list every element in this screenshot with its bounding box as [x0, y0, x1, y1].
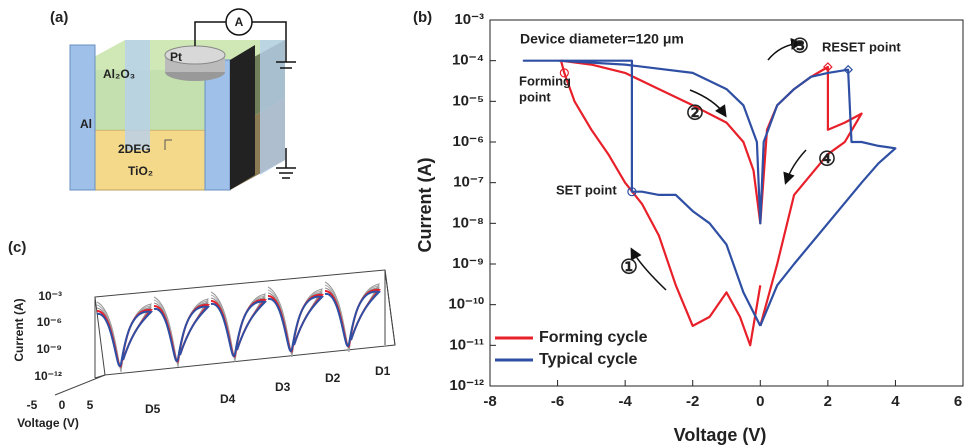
decor-curve — [267, 295, 325, 353]
device-label: D1 — [375, 364, 391, 378]
annotation: ③ — [791, 35, 809, 57]
annotation: Device diameter=120 μm — [520, 31, 684, 47]
decor-curve — [96, 310, 154, 368]
device-label: D2 — [325, 371, 341, 385]
point-marker — [843, 64, 853, 75]
legend-label: Typical cycle — [539, 351, 638, 368]
x-tick-label: 2 — [824, 393, 832, 410]
y-axis-label: Current (A) — [12, 298, 26, 361]
x-tick-label: -2 — [686, 393, 699, 410]
diagram-label: TiO₂ — [128, 164, 153, 178]
y-tick-label: 10⁻⁸ — [452, 214, 484, 231]
y-tick-label: 10⁻³ — [454, 11, 484, 28]
x-tick-label: 4 — [891, 393, 900, 410]
y-tick-label: 10⁻⁶ — [452, 133, 484, 150]
x-tick-label: 5 — [87, 398, 94, 412]
annotation: point — [519, 89, 551, 104]
y-tick-label: 10⁻⁹ — [37, 342, 62, 356]
arrows — [630, 37, 807, 291]
x-tick-label: 6 — [954, 393, 962, 410]
device-label: D3 — [275, 380, 291, 394]
x-tick-label: -5 — [27, 398, 38, 412]
device-label: D4 — [220, 392, 236, 406]
legend-label: Forming cycle — [539, 329, 648, 346]
y-axis-label: Current (A) — [415, 158, 435, 253]
y-tick-label: 10⁻³ — [38, 289, 62, 303]
y-tick-label: 10⁻¹² — [449, 377, 484, 394]
decor-curve — [210, 300, 268, 358]
x-tick-label: -8 — [483, 393, 496, 410]
annotation: RESET point — [822, 39, 901, 54]
y-tick-label: 10⁻⁷ — [453, 174, 484, 191]
x-tick-label: -4 — [618, 393, 632, 410]
y-tick-label: 10⁻⁵ — [452, 92, 484, 109]
schematic — [69, 8, 296, 191]
plot-frame — [489, 19, 964, 387]
diagram-label: 2DEG — [118, 142, 151, 156]
x-tick-label: 0 — [756, 393, 764, 410]
panel-c — [54, 269, 396, 396]
annotation: Forming — [519, 73, 571, 88]
y-tick-label: 10⁻¹¹ — [449, 336, 484, 353]
annotation: SET point — [556, 182, 617, 197]
point-marker — [559, 68, 569, 78]
decor-curve — [153, 305, 211, 363]
device-label: D5 — [145, 402, 161, 416]
annotation: ② — [686, 102, 704, 124]
x-tick-label: 0 — [59, 398, 66, 412]
annotation: ① — [620, 256, 638, 278]
panel-label: (a) — [50, 9, 68, 26]
diagram-label: Al — [80, 117, 92, 131]
annotation: ④ — [818, 148, 836, 170]
x-axis-label: Voltage (V) — [17, 416, 79, 430]
diagram-label: Pt — [170, 50, 182, 64]
panel-label: (b) — [413, 9, 432, 26]
y-tick-label: 10⁻¹⁰ — [448, 296, 484, 313]
diagram-label: Al₂O₃ — [103, 67, 135, 81]
x-axis-label: Voltage (V) — [674, 425, 767, 445]
series-line — [559, 59, 863, 347]
decor-curve — [324, 290, 382, 348]
y-tick-label: 10⁻⁹ — [452, 255, 484, 272]
point-marker — [627, 187, 637, 197]
y-tick-label: 10⁻⁶ — [37, 315, 62, 329]
panel-label: (c) — [8, 239, 26, 256]
y-tick-label: 10⁻¹² — [34, 369, 62, 383]
diagram-label: A — [235, 15, 244, 29]
series-line — [522, 59, 897, 327]
y-tick-label: 10⁻⁴ — [452, 52, 484, 69]
point-marker — [823, 62, 833, 72]
x-tick-label: -6 — [551, 393, 564, 410]
